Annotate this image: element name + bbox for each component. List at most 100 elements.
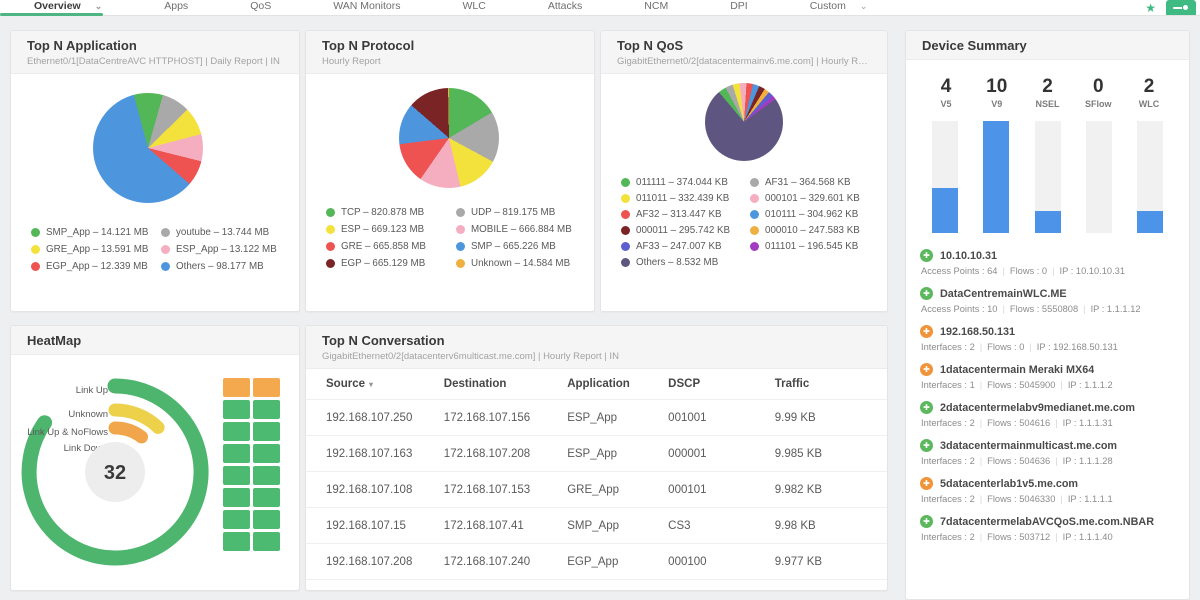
- device-name: 3datacentermainmulticast.me.com: [940, 439, 1118, 452]
- legend-color-dot: [456, 259, 465, 268]
- legend-item: TCP – 820.878 MB: [326, 207, 454, 218]
- device-name: 2datacentermelabv9medianet.me.com: [940, 401, 1136, 414]
- panel-title: HeatMap: [27, 333, 82, 348]
- favorite-star-icon[interactable]: ★: [1145, 0, 1156, 15]
- legend-color-dot: [31, 262, 40, 271]
- protocol-pie-chart[interactable]: [399, 88, 499, 188]
- legend-color-dot: [750, 178, 759, 187]
- table-row[interactable]: 192.168.107.163 172.168.107.208 ESP_App 000…: [306, 436, 887, 472]
- tab-qos[interactable]: QoS: [250, 0, 272, 12]
- stat-label: V9: [991, 99, 1003, 109]
- heatmap-cell-green[interactable]: [223, 400, 250, 419]
- device-name: 1datacentermain Meraki MX64: [940, 363, 1095, 376]
- table-row[interactable]: 192.168.107.15 172.168.107.41 SMP_App CS3 9.…: [306, 508, 887, 544]
- dashboard-settings-button[interactable]: [1166, 0, 1196, 15]
- qos-pie-chart[interactable]: [705, 83, 783, 161]
- device-list-item[interactable]: ✚ DataCentremainWLC.ME Access Points : 10 |…: [906, 281, 1189, 319]
- heatmap-cell-green[interactable]: [253, 466, 280, 485]
- heatmap-cell-green[interactable]: [253, 488, 280, 507]
- table-cell: 9.99 KB: [774, 411, 816, 424]
- legend-label: GRE_App – 13.591 MB: [46, 244, 149, 255]
- device-meta-ip: IP : 1.1.1.28: [1062, 456, 1113, 466]
- column-header-source[interactable]: Source ▾: [326, 378, 374, 390]
- meta-separator: |: [979, 380, 983, 390]
- device-list-item[interactable]: ✚ 192.168.50.131 Interfaces : 2 | Flows : 0 |…: [906, 319, 1189, 357]
- legend-item: 011011 – 332.439 KB: [621, 193, 748, 204]
- application-legend: SMP_App – 14.121 MB youtube – 13.744 MB GR…: [11, 227, 299, 272]
- table-row[interactable]: 192.168.107.208 172.168.107.240 EGP_App 000…: [306, 544, 887, 580]
- panel-device-summary: Device Summary 4 V5 10 V9 2 NSEL 0 SFlow 2 WLC ✚ 1…: [905, 30, 1190, 600]
- tab-wlc[interactable]: WLC: [462, 0, 486, 12]
- panel-title: Device Summary: [922, 38, 1027, 53]
- gauge-arc-unknown: [108, 403, 165, 434]
- device-list-item[interactable]: ✚ 5datacenterlab1v5.me.com Interfaces : 2 |…: [906, 471, 1189, 509]
- legend-color-dot: [326, 208, 335, 217]
- heatmap-cell-green[interactable]: [223, 510, 250, 529]
- tab-wan-monitors[interactable]: WAN Monitors: [333, 0, 401, 12]
- device-meta: Interfaces : 2 | Flows : 5046330 | IP : 1.1.…: [921, 494, 1175, 504]
- heatmap-cell-green[interactable]: [253, 532, 280, 551]
- heatmap-cell-green[interactable]: [253, 510, 280, 529]
- bar-fill: [1034, 210, 1061, 233]
- meta-separator: |: [1002, 266, 1005, 276]
- panel-title: Top N Application: [27, 38, 137, 53]
- tab-dpi[interactable]: DPI: [730, 0, 748, 12]
- column-header-application[interactable]: Application: [567, 378, 630, 390]
- device-status-icon: ✚: [920, 287, 933, 300]
- panel-top-n-protocol: Top N Protocol Hourly Report TCP – 820.8…: [305, 30, 595, 312]
- table-cell: 9.985 KB: [774, 447, 823, 460]
- table-cell: 192.168.107.15: [326, 519, 406, 532]
- legend-label: 000011 – 295.742 KB: [636, 225, 731, 236]
- table-cell: SMP_App: [567, 519, 619, 532]
- heatmap-cell-orange[interactable]: [253, 378, 280, 397]
- legend-color-dot: [750, 210, 759, 219]
- heatmap-cell-green[interactable]: [223, 488, 250, 507]
- heatmap-cell-green[interactable]: [223, 444, 250, 463]
- stat-value: 2: [1143, 76, 1155, 97]
- heatmap-cell-green[interactable]: [253, 422, 280, 441]
- device-meta-ip: IP : 10.10.10.31: [1059, 266, 1126, 276]
- legend-item: 011111 – 374.044 KB: [621, 177, 748, 188]
- application-pie-chart[interactable]: [93, 93, 203, 203]
- column-header-dscp[interactable]: DSCP: [668, 378, 701, 390]
- legend-color-dot: [621, 242, 630, 251]
- device-stats-row: 4 V5 10 V9 2 NSEL 0 SFlow 2 WLC: [906, 60, 1189, 109]
- panel-top-n-application: Top N Application Ethernet0/1[DataCentre…: [10, 30, 300, 312]
- column-header-destination[interactable]: Destination: [443, 378, 507, 390]
- device-list-item[interactable]: ✚ 10.10.10.31 Access Points : 64 | Flows : 0…: [906, 243, 1189, 281]
- heatmap-cell-orange[interactable]: [223, 378, 250, 397]
- tab-custom[interactable]: Custom ⌄: [809, 0, 868, 12]
- device-bar-chart: [906, 109, 1189, 237]
- device-list-item[interactable]: ✚ 2datacentermelabv9medianet.me.com Interf…: [906, 395, 1189, 433]
- heatmap-cell-green[interactable]: [253, 400, 280, 419]
- legend-item: SMP_App – 14.121 MB: [31, 227, 159, 238]
- tab-apps[interactable]: Apps: [164, 0, 189, 12]
- legend-label: 011111 – 374.044 KB: [636, 177, 728, 188]
- device-meta-access-points: Access Points : 64: [921, 266, 998, 276]
- device-head: ✚ 1datacentermain Meraki MX64: [920, 363, 1175, 376]
- nav-right-actions: ★: [1145, 0, 1200, 15]
- column-header-traffic[interactable]: Traffic: [774, 378, 810, 390]
- stat-value: 2: [1042, 76, 1053, 97]
- table-row[interactable]: 192.168.107.250 172.168.107.156 ESP_App 001…: [306, 400, 887, 436]
- heatmap-cell-green[interactable]: [253, 444, 280, 463]
- tab-overview[interactable]: Overview ⌄: [34, 0, 103, 12]
- device-list-item[interactable]: ✚ 1datacentermain Meraki MX64 Interfaces :…: [906, 357, 1189, 395]
- chevron-down-icon: ⌄: [94, 1, 103, 11]
- tab-ncm[interactable]: NCM: [644, 0, 669, 12]
- qos-legend: 011111 – 374.044 KB AF31 – 364.568 KB 0110…: [601, 177, 887, 268]
- heatmap-cell-green[interactable]: [223, 466, 250, 485]
- panel-subtitle: Hourly Report: [322, 56, 381, 67]
- device-list-item[interactable]: ✚ 3datacentermainmulticast.me.com Interfac…: [906, 433, 1189, 471]
- heatmap-cell-green[interactable]: [223, 422, 250, 441]
- settings-toggle-icon: [1173, 7, 1189, 9]
- device-list-item[interactable]: ✚ 7datacentermelabAVCQoS.me.com.NBAR Inter…: [906, 509, 1189, 547]
- device-meta-ip: IP : 1.1.1.1: [1067, 494, 1113, 504]
- legend-color-dot: [161, 262, 170, 271]
- legend-color-dot: [31, 228, 40, 237]
- heatmap-cell-green[interactable]: [223, 532, 250, 551]
- legend-item: 000101 – 329.601 KB: [750, 193, 877, 204]
- legend-item: GRE – 665.858 MB: [326, 241, 454, 252]
- table-row[interactable]: 192.168.107.108 172.168.107.153 GRE_App 000…: [306, 472, 887, 508]
- tab-attacks[interactable]: Attacks: [547, 0, 583, 12]
